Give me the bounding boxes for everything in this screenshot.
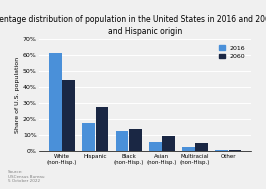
Text: Source:
USCensus Bureau
5 October 2022: Source: USCensus Bureau 5 October 2022 (8, 170, 44, 183)
Bar (229, 150, 241, 151)
Title: Percentage distribution of population in the United States in 2016 and 2060, by : Percentage distribution of population in… (0, 15, 266, 36)
Bar (182, 147, 195, 151)
Y-axis label: Share of U.S. population: Share of U.S. population (15, 57, 20, 133)
Bar (162, 136, 175, 151)
Bar (196, 143, 208, 151)
Bar (96, 107, 108, 151)
Bar (149, 142, 161, 151)
Bar (116, 131, 128, 151)
Bar (129, 129, 142, 151)
Legend: 2016, 2060: 2016, 2060 (216, 43, 248, 62)
Bar (49, 53, 62, 151)
Bar (62, 80, 75, 151)
Bar (215, 150, 228, 151)
Bar (82, 123, 95, 151)
